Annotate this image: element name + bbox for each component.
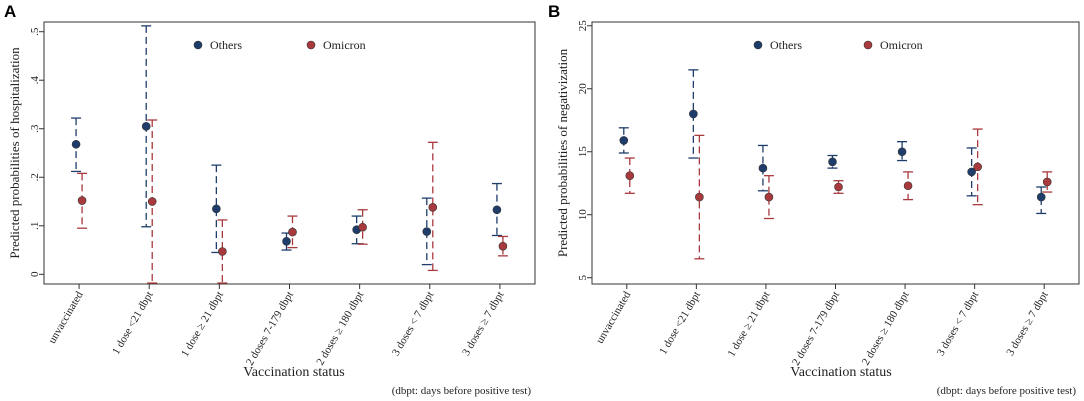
data-point-omicron <box>358 222 367 232</box>
data-point-others <box>282 237 291 246</box>
data-point-others <box>897 147 907 157</box>
legend-marker-others <box>193 40 203 50</box>
legend-marker-omicron <box>863 40 873 50</box>
data-point-others <box>422 227 432 236</box>
data-point-omicron <box>77 196 87 205</box>
panel-b-letter: B <box>548 2 560 21</box>
footnote: (dbpt: days before positive test) <box>937 385 1077 397</box>
x-tick-label: 2 doses ≥ 180 dbpt <box>314 290 366 368</box>
legend-label: Omicron <box>880 38 923 52</box>
y-tick-label: .2 <box>29 173 41 181</box>
data-point-omicron <box>764 192 774 202</box>
x-tick-label: 1 dose <21 dbpt <box>110 290 156 357</box>
data-point-others <box>758 163 768 173</box>
data-point-omicron <box>218 247 227 256</box>
legend-marker-others <box>753 40 763 50</box>
x-tick-label: 2 doses ≥ 180 dbpt <box>860 290 912 368</box>
data-point-others <box>828 157 837 167</box>
panel-a-letter: A <box>4 2 16 21</box>
legend-marker-omicron <box>306 40 316 50</box>
data-point-others <box>492 205 502 215</box>
data-point-omicron <box>1042 177 1052 187</box>
y-tick-label: 5 <box>577 274 589 280</box>
x-tick-label: 3 doses < 7 dbpt <box>935 289 982 358</box>
y-tick-label: .5 <box>29 27 41 36</box>
x-tick-label: unvaccinated <box>46 289 86 346</box>
data-point-omicron <box>695 192 704 202</box>
x-tick-label: 1 dose <21 dbpt <box>657 290 703 357</box>
y-tick-label: 25 <box>577 20 589 32</box>
data-point-omicron <box>147 197 157 206</box>
y-tick-label: 10 <box>577 209 589 221</box>
x-tick-label: 3 doses < 7 dbpt <box>390 290 437 359</box>
x-tick-label: 2 doses 7-179 dbpt <box>244 290 296 368</box>
data-point-others <box>141 122 151 131</box>
data-point-others <box>212 204 221 214</box>
data-point-others <box>689 109 698 119</box>
y-tick-label: 20 <box>577 83 589 95</box>
plot-frame <box>591 21 1080 285</box>
legend-label: Omicron <box>323 38 366 52</box>
x-tick-label: 2 doses 7-179 dbpt <box>790 290 842 368</box>
legend-label: Others <box>210 38 242 52</box>
data-point-others <box>71 139 81 149</box>
plot-frame <box>43 21 536 285</box>
footnote: (dbpt: days before positive test) <box>392 385 532 397</box>
panel-b-chart: 5 10 15 20 25 Predicted probabilities of nega… <box>555 20 1080 397</box>
x-tick-label: unvaccinated <box>594 289 634 346</box>
data-point-others <box>967 167 976 177</box>
x-axis-label: Vaccination status <box>790 365 891 380</box>
data-point-omicron <box>903 181 913 191</box>
data-point-omicron <box>428 203 438 212</box>
y-tick-label: .1 <box>29 222 41 230</box>
y-tick-label: .3 <box>29 124 41 133</box>
data-point-omicron <box>625 171 635 180</box>
x-tick-label: 1 dose ≥ 21 dbpt <box>726 290 773 359</box>
y-tick-label: .4 <box>29 76 41 85</box>
x-tick-label: 3 doses ≥ 7 dbpt <box>1004 290 1050 358</box>
x-tick-label: 3 doses ≥ 7 dbpt <box>460 290 506 358</box>
data-point-omicron <box>973 162 982 172</box>
data-point-others <box>1036 192 1046 202</box>
y-axis-label: Predicted probabilities of hospitalizati… <box>7 47 22 259</box>
y-tick-label: 15 <box>577 146 589 158</box>
x-tick-label: 1 dose ≥ 21 dbpt <box>179 290 226 359</box>
legend-label: Others <box>770 38 802 52</box>
y-axis-label: Predicted probabilities of negativizatio… <box>555 48 570 257</box>
panel-a-chart: 0 .1 .2 .3 .4 .5 Predicted probabilities of ho… <box>7 21 536 397</box>
x-axis-label: Vaccination status <box>243 365 344 380</box>
data-point-omicron <box>498 241 508 251</box>
data-point-others <box>619 136 629 145</box>
data-point-omicron <box>834 182 843 192</box>
y-tick-label: 0 <box>29 271 41 277</box>
data-point-omicron <box>288 227 297 237</box>
